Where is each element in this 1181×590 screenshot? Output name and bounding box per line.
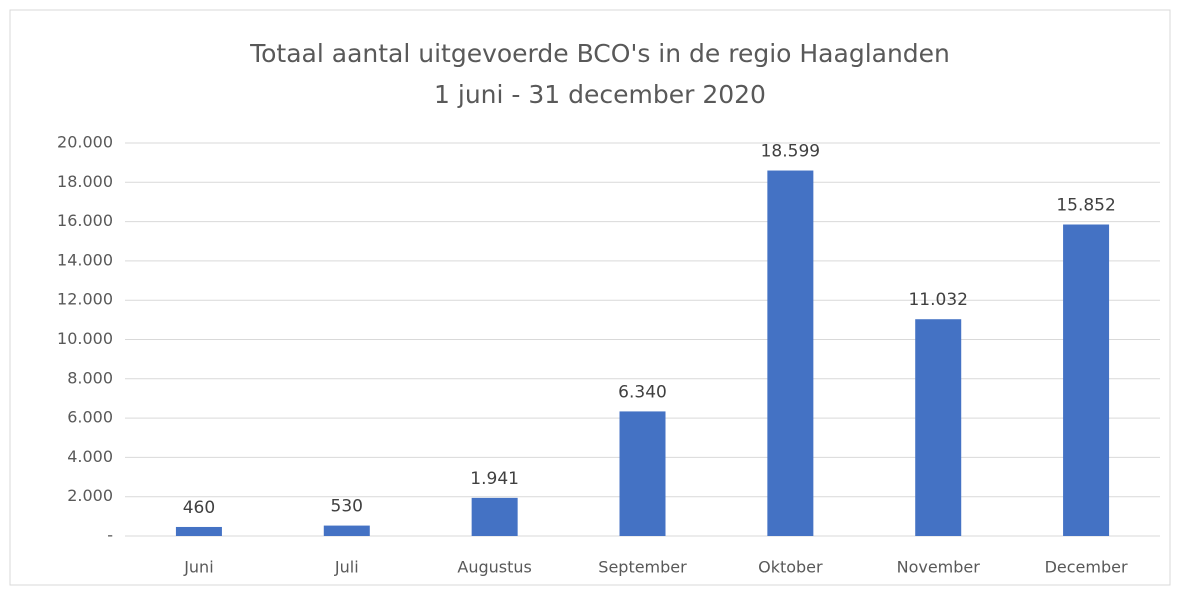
x-tick-label: Juli <box>334 558 359 577</box>
bar <box>1063 224 1110 537</box>
y-tick-label: 2.000 <box>67 486 113 505</box>
chart-frame <box>9 9 1171 586</box>
y-tick-label: 20.000 <box>57 133 113 152</box>
data-label: 530 <box>331 497 363 517</box>
data-label: 15.852 <box>1056 196 1115 216</box>
bar <box>619 411 666 536</box>
bar <box>915 319 962 536</box>
y-tick-label: - <box>107 526 113 545</box>
data-label: 460 <box>183 498 215 518</box>
y-tick-label: 12.000 <box>57 290 113 309</box>
chart-title: Totaal aantal uitgevoerde BCO's in de re… <box>249 39 950 68</box>
data-label: 6.340 <box>618 382 667 402</box>
y-tick-label: 16.000 <box>57 211 113 230</box>
y-tick-label: 10.000 <box>57 329 113 348</box>
x-tick-label: Augustus <box>457 558 531 577</box>
y-tick-label: 14.000 <box>57 250 113 269</box>
bar <box>175 526 222 536</box>
x-tick-label: September <box>598 558 687 577</box>
y-tick-label: 6.000 <box>67 408 113 427</box>
x-tick-label: November <box>897 558 981 577</box>
x-tick-label: December <box>1045 558 1128 577</box>
y-tick-label: 8.000 <box>67 368 113 387</box>
data-label: 11.032 <box>908 290 967 310</box>
data-label: 18.599 <box>761 142 820 162</box>
y-tick-label: 18.000 <box>57 172 113 191</box>
data-label: 1.941 <box>470 469 519 489</box>
x-tick-label: Oktober <box>758 558 823 577</box>
bar <box>323 525 370 536</box>
bar <box>471 497 518 536</box>
y-tick-label: 4.000 <box>67 447 113 466</box>
bar <box>767 170 814 536</box>
x-tick-label: Juni <box>183 558 213 577</box>
chart-subtitle: 1 juni - 31 december 2020 <box>434 80 766 109</box>
